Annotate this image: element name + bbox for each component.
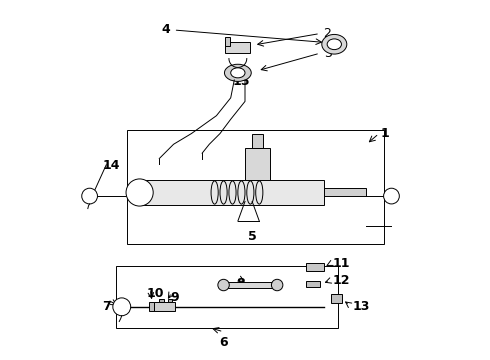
Bar: [323, 188, 367, 196]
Bar: [138, 180, 323, 205]
Ellipse shape: [327, 39, 342, 50]
Text: 13: 13: [352, 300, 369, 312]
Bar: [223, 282, 277, 288]
Ellipse shape: [322, 35, 347, 54]
Text: 6: 6: [219, 336, 228, 349]
Text: 1: 1: [381, 127, 390, 140]
Circle shape: [271, 279, 283, 291]
Text: 10: 10: [147, 287, 164, 300]
Text: 14: 14: [102, 158, 120, 172]
Circle shape: [113, 298, 131, 316]
Ellipse shape: [224, 64, 251, 81]
Bar: [245, 148, 270, 180]
Bar: [127, 130, 384, 244]
Text: 9: 9: [170, 292, 179, 305]
Bar: [331, 294, 342, 303]
Text: 2: 2: [323, 27, 331, 40]
Text: 12: 12: [333, 274, 350, 287]
Ellipse shape: [231, 68, 245, 78]
Text: 8: 8: [236, 277, 245, 290]
Text: 3: 3: [323, 47, 331, 60]
Circle shape: [384, 188, 399, 204]
Text: 15: 15: [232, 75, 250, 87]
Bar: [252, 134, 263, 148]
Text: 5: 5: [248, 230, 257, 243]
Circle shape: [82, 188, 98, 204]
Bar: [168, 298, 172, 302]
Bar: [306, 281, 320, 287]
Bar: [154, 302, 175, 311]
Circle shape: [218, 279, 229, 291]
Bar: [225, 37, 230, 46]
Bar: [306, 263, 323, 271]
Text: 7: 7: [102, 300, 111, 313]
Text: 4: 4: [161, 23, 170, 36]
Circle shape: [126, 179, 153, 206]
Bar: [159, 298, 164, 302]
Bar: [148, 302, 154, 311]
Bar: [225, 42, 250, 53]
Bar: [117, 266, 338, 328]
Text: 11: 11: [333, 257, 350, 270]
